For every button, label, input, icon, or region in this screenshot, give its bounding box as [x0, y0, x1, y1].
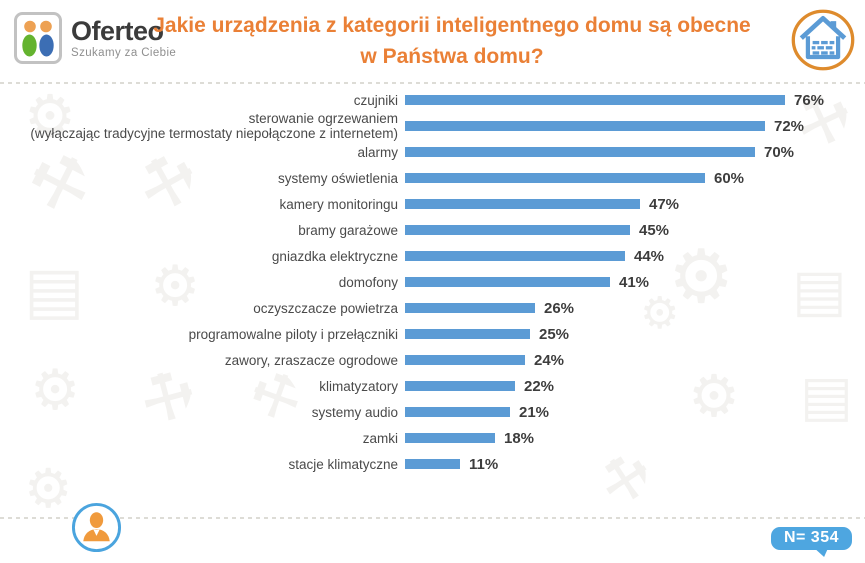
value-label: 11%: [469, 455, 499, 473]
category-label: zamki: [362, 430, 398, 446]
bottom-divider: [0, 517, 865, 519]
chart-row: oczyszczacze powietrza 26%: [0, 295, 865, 321]
chart-row: programowalne piloty i przełączniki 25%: [0, 321, 865, 347]
category-label: stacje klimatyczne: [288, 456, 398, 472]
category-label: kamery monitoringu: [279, 196, 398, 212]
chart-row: systemy audio 21%: [0, 399, 865, 425]
chart-row: gniazdka elektryczne 44%: [0, 243, 865, 269]
bar: [405, 407, 510, 417]
category-label: alarmy: [357, 144, 398, 160]
value-label: 60%: [714, 169, 745, 187]
oferteo-logo: Oferteo Szukamy za Ciebie: [14, 12, 176, 64]
bar: [405, 121, 765, 131]
chart-row: domofony 41%: [0, 269, 865, 295]
sample-size-badge: N= 354: [770, 527, 852, 550]
chart-row: bramy garażowe 45%: [0, 217, 865, 243]
brand-name: Oferteo: [71, 16, 164, 46]
value-label: 24%: [534, 351, 565, 369]
category-label: zawory, zraszacze ogrodowe: [224, 352, 398, 368]
value-label: 26%: [544, 299, 575, 317]
value-label: 70%: [764, 143, 795, 161]
smart-home-house-icon: [791, 9, 855, 71]
chart-row: systemy oświetlenia 60%: [0, 165, 865, 191]
value-label: 18%: [504, 429, 535, 447]
bar: [405, 303, 535, 313]
chart-row: zawory, zraszacze ogrodowe 24%: [0, 347, 865, 373]
value-label: 72%: [774, 117, 805, 135]
chart-row: alarmy 70%: [0, 139, 865, 165]
bar: [405, 147, 755, 157]
value-label: 25%: [539, 325, 570, 343]
toolbox-icon: ▤: [24, 254, 85, 326]
gear-icon: ⚙: [150, 254, 201, 317]
value-label: 44%: [634, 247, 665, 265]
header: Oferteo Szukamy za Ciebie Jakie urządzen…: [0, 0, 865, 82]
value-label: 76%: [794, 91, 825, 109]
category-label: programowalne piloty i przełączniki: [188, 326, 398, 342]
logo-text: Oferteo Szukamy za Ciebie: [71, 17, 176, 59]
category-label: systemy oświetlenia: [277, 170, 398, 186]
category-label: oczyszczacze powietrza: [253, 300, 398, 316]
category-label: czujniki: [353, 92, 398, 108]
chart-row: kamery monitoringu 47%: [0, 191, 865, 217]
gear-icon: ⚙: [24, 84, 76, 149]
bar: [405, 433, 495, 443]
chart-row: czujniki 76%: [0, 87, 865, 113]
toolbox-icon: ▤: [800, 364, 853, 427]
gear-icon: ⚙: [688, 364, 740, 429]
bar-chart: czujniki 76% sterowanie ogrzewaniem (wył…: [0, 87, 865, 477]
value-label: 21%: [519, 403, 550, 421]
bar: [405, 381, 515, 391]
chart-row: klimatyzatory 22%: [0, 373, 865, 399]
respondent-person-icon: [71, 502, 122, 553]
chart-title: Jakie urządzenia z kategorii inteligentn…: [153, 14, 751, 68]
bar: [405, 329, 530, 339]
gear-icon: ⚙: [668, 235, 735, 318]
bar: [405, 277, 610, 287]
top-divider: [0, 82, 865, 84]
brand-tagline: Szukamy za Ciebie: [71, 47, 177, 59]
bar: [405, 95, 785, 105]
oferteo-two-people-logo-icon: [14, 12, 62, 64]
value-label: 22%: [524, 377, 555, 395]
bar: [405, 251, 625, 261]
category-label: gniazdka elektryczne: [271, 248, 398, 264]
chart-row: zamki 18%: [0, 425, 865, 451]
value-label: 41%: [619, 273, 650, 291]
chart-row: sterowanie ogrzewaniem (wyłączając trady…: [0, 111, 865, 141]
bar: [405, 459, 460, 469]
gear-icon: ⚙: [30, 358, 81, 421]
category-label: systemy audio: [311, 404, 398, 420]
value-label: 47%: [649, 195, 680, 213]
category-label: klimatyzatory: [319, 378, 398, 394]
gear-icon: ⚙: [640, 289, 680, 338]
bar: [405, 225, 630, 235]
value-label: 45%: [639, 221, 670, 239]
category-label: domofony: [338, 274, 398, 290]
toolbox-icon: ▤: [792, 258, 847, 323]
category-label: sterowanie ogrzewaniem (wyłączając trady…: [30, 111, 398, 141]
category-label: bramy garażowe: [298, 222, 398, 238]
bar: [405, 355, 525, 365]
bar: [405, 173, 705, 183]
chart-row: stacje klimatyczne 11%: [0, 451, 865, 477]
bar: [405, 199, 640, 209]
gear-icon: ⚙: [24, 459, 73, 519]
